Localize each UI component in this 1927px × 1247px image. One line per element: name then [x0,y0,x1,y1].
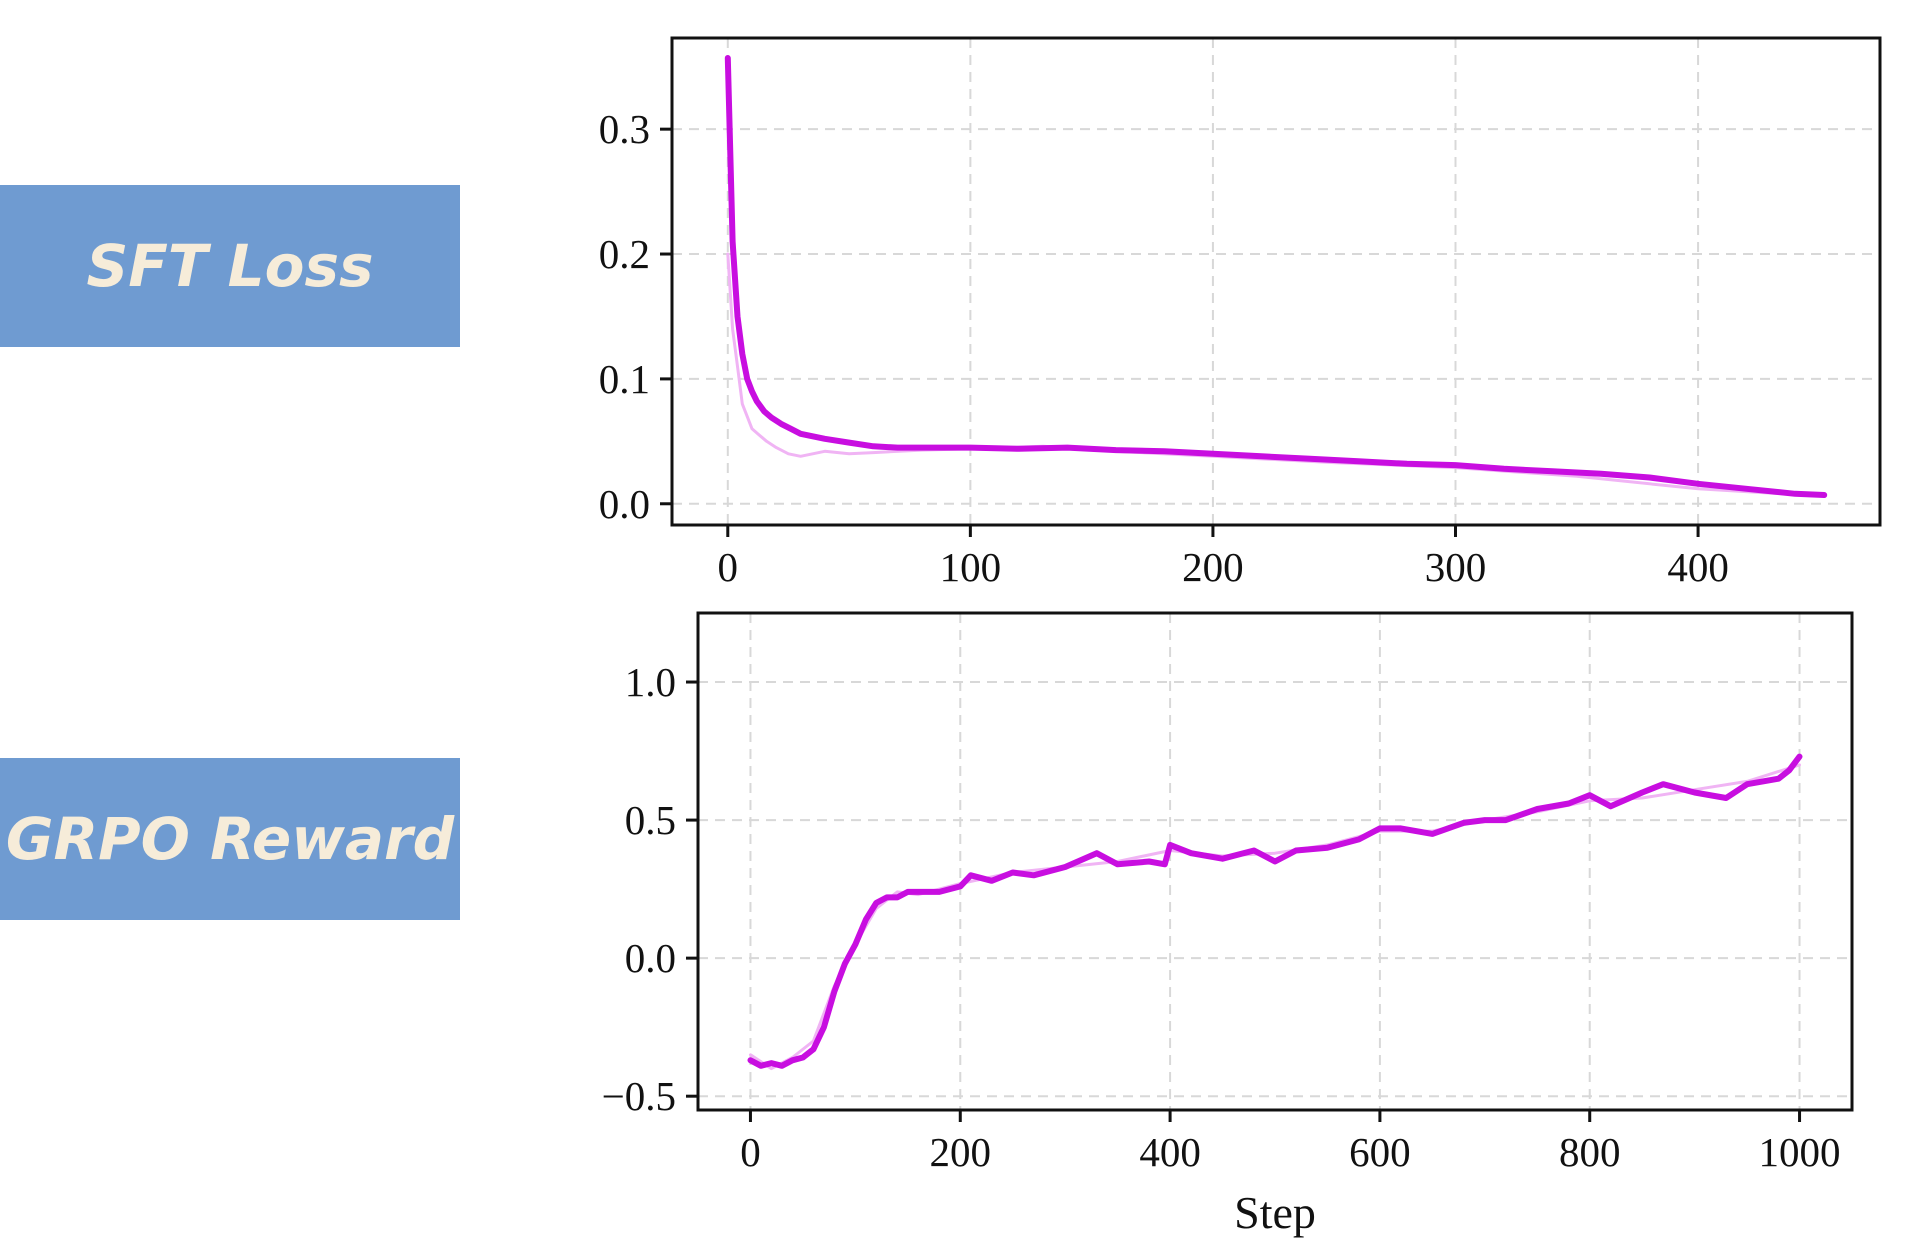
x-tick-label: 300 [1425,544,1487,590]
y-tick-label: −0.5 [602,1073,676,1119]
y-tick-label: 0.0 [599,481,650,527]
x-tick-label: 200 [1182,544,1244,590]
y-tick-label: 0.5 [625,797,676,843]
y-tick-label: 0.2 [599,231,650,277]
plot-frame [696,611,1854,1112]
x-tick-label: 400 [1667,544,1729,590]
x-axis-title: Step [1234,1187,1316,1238]
grpo-reward-panel-label: GRPO Reward [0,758,460,920]
x-tick-label: 0 [740,1129,761,1175]
x-tick-label: 0 [718,544,739,590]
x-tick-label: 800 [1559,1129,1621,1175]
y-tick-label: 0.3 [599,106,650,152]
x-tick-label: 100 [940,544,1002,590]
smoothed-series-line [747,753,1803,1069]
plot-frame [670,36,1882,527]
grpo-reward-label-text: GRPO Reward [5,805,455,873]
sft-loss-panel-label: SFT Loss [0,185,460,347]
sft-loss-label-text: SFT Loss [86,232,374,300]
y-tick-label: 0.0 [625,935,676,981]
raw-series-line [749,763,1801,1071]
grpo-reward-chart: 0 200 400 600 800 1000 −0.5 0.0 0.5 1.0 Step [602,611,1854,1238]
x-tick-label: 1000 [1759,1129,1841,1175]
x-tick-label: 200 [930,1129,992,1175]
x-tick-label: 600 [1349,1129,1411,1175]
y-tick-label: 0.1 [599,356,650,402]
smoothed-series-line [724,55,1828,498]
x-tick-label: 400 [1139,1129,1201,1175]
sft-loss-chart: 0 100 200 300 400 0.0 0.1 0.2 0.3 [599,36,1882,590]
y-tick-label: 1.0 [625,659,676,705]
